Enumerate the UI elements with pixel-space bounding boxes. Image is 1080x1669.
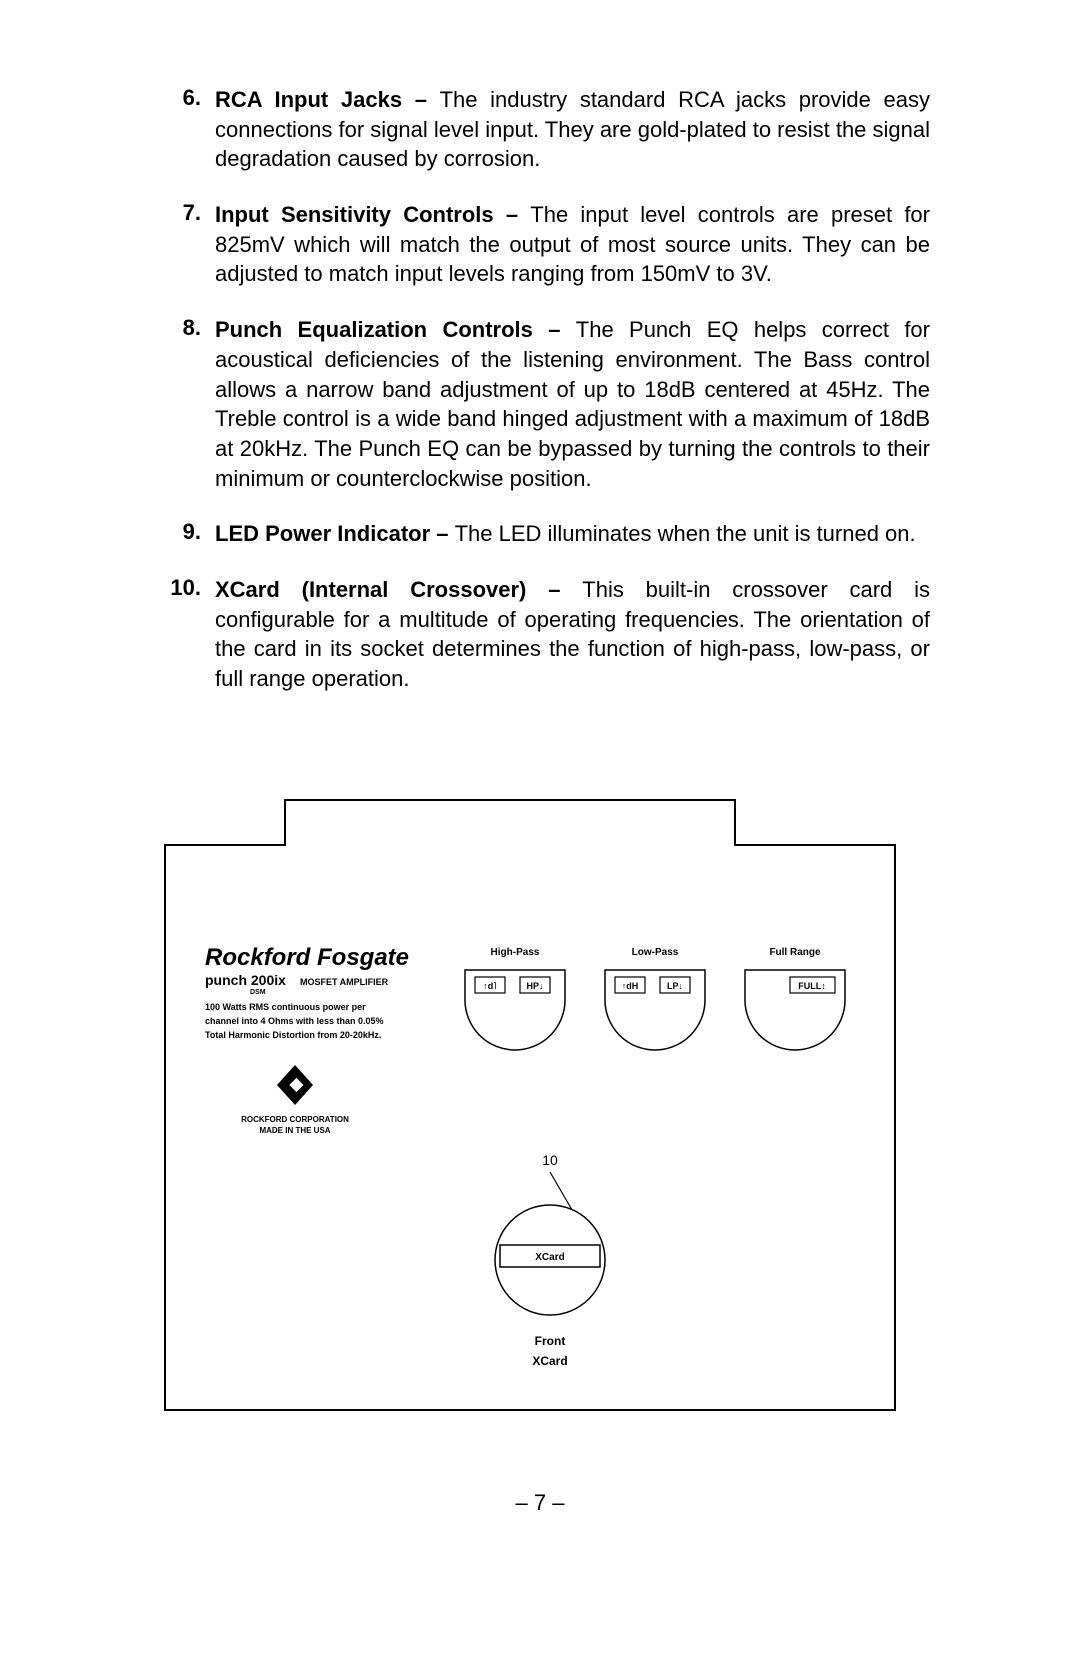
list-item: 8. Punch Equalization Controls – The Pun… [160, 315, 930, 493]
corp-line-1: ROCKFORD CORPORATION [241, 1115, 349, 1124]
item-body: RCA Input Jacks – The industry standard … [215, 85, 930, 174]
slot-low-pass: Low-Pass ↑dH LP↓ [605, 947, 705, 1050]
front-label: Front [535, 1334, 566, 1348]
item-title: Punch Equalization Controls – [215, 317, 576, 342]
item-body: Punch Equalization Controls – The Punch … [215, 315, 930, 493]
item-text: The LED illuminates when the unit is tur… [455, 521, 916, 546]
item-title: RCA Input Jacks – [215, 87, 440, 112]
numbered-list: 6. RCA Input Jacks – The industry standa… [160, 85, 930, 720]
slot-label: Full Range [769, 947, 821, 958]
item-title: LED Power Indicator – [215, 521, 455, 546]
diamond-icon [277, 1065, 313, 1105]
slot-right-tag: FULL↕ [798, 981, 826, 991]
list-item: 9. LED Power Indicator – The LED illumin… [160, 519, 930, 549]
item-number: 9. [160, 519, 215, 549]
dsm-text: DSM [250, 989, 266, 996]
list-item: 6. RCA Input Jacks – The industry standa… [160, 85, 930, 174]
xcard-box-label: XCard [535, 1252, 564, 1263]
list-item: 10. XCard (Internal Crossover) – This bu… [160, 575, 930, 694]
punch-text: punch 200ix [205, 972, 286, 988]
slot-high-pass: High-Pass ↑d˥ HP↓ [465, 947, 565, 1050]
spec-line-2: channel into 4 Ohms with less than 0.05% [205, 1016, 384, 1026]
slot-full-range: Full Range FULL↕ [745, 947, 845, 1050]
item-number: 8. [160, 315, 215, 493]
slot-right-tag: LP↓ [667, 981, 683, 991]
slot-right-tag: HP↓ [526, 981, 543, 991]
slot-left-tag: ↑d˥ [483, 981, 496, 991]
chassis-outline [165, 800, 895, 1410]
item-body: LED Power Indicator – The LED illuminate… [215, 519, 930, 549]
xcard-caption: XCard [532, 1354, 567, 1368]
slot-label: High-Pass [491, 947, 540, 958]
brand-block: Rockford Fosgate punch 200ix MOSFET AMPL… [205, 944, 409, 1135]
item-text: The Punch EQ helps correct for acoustica… [215, 317, 930, 490]
item-title: XCard (Internal Crossover) – [215, 577, 582, 602]
corp-line-2: MADE IN THE USA [259, 1126, 330, 1135]
item-title: Input Sensitivity Controls – [215, 202, 530, 227]
spec-line-3: Total Harmonic Distortion from 20-20kHz. [205, 1030, 381, 1040]
slot-label: Low-Pass [632, 947, 679, 958]
item-number: 10. [160, 575, 215, 694]
xcard-callout: 10 XCard Front XCard [495, 1152, 605, 1368]
amp-text: MOSFET AMPLIFIER [300, 977, 389, 987]
crossover-slots: High-Pass ↑d˥ HP↓ Low-Pass ↑dH LP↓ Full … [465, 947, 845, 1050]
amplifier-diagram: Rockford Fosgate punch 200ix MOSFET AMPL… [155, 790, 905, 1420]
page-number: – 7 – [0, 1490, 1080, 1516]
item-number: 7. [160, 200, 215, 289]
list-item: 7. Input Sensitivity Controls – The inpu… [160, 200, 930, 289]
item-body: XCard (Internal Crossover) – This built-… [215, 575, 930, 694]
item-body: Input Sensitivity Controls – The input l… [215, 200, 930, 289]
item-number: 6. [160, 85, 215, 174]
spec-line-1: 100 Watts RMS continuous power per [205, 1002, 366, 1012]
brand-logo: Rockford Fosgate [205, 944, 409, 971]
slot-left-tag: ↑dH [622, 981, 639, 991]
callout-number: 10 [542, 1152, 558, 1168]
